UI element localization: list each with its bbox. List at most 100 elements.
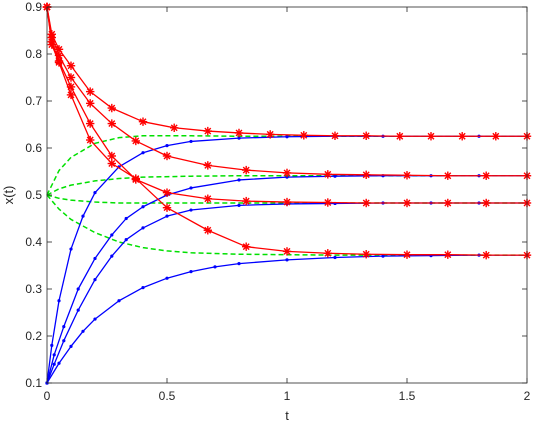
data-point	[162, 188, 172, 197]
data-point	[170, 123, 179, 132]
data-point	[285, 175, 289, 179]
y-tick-label: 0.8	[25, 47, 42, 61]
data-point	[426, 132, 436, 141]
data-point	[242, 196, 251, 206]
data-point	[362, 170, 371, 179]
data-point	[66, 73, 76, 82]
data-point	[141, 205, 145, 209]
data-point	[86, 87, 95, 96]
y-tick-label: 0.2	[25, 329, 42, 343]
data-point	[131, 174, 140, 183]
data-point	[282, 247, 292, 256]
data-point	[482, 198, 491, 208]
data-point	[110, 254, 114, 258]
data-point	[162, 203, 172, 212]
data-point	[242, 165, 251, 175]
data-point	[285, 135, 289, 139]
x-tick-label: 1.5	[399, 389, 416, 403]
data-point	[323, 198, 332, 207]
data-point	[482, 250, 491, 260]
data-point	[402, 250, 412, 259]
axes-layer: 0 0.5 1 1.5 2 0.1 0.2 0.3 0.4 0.5 0.6 0.7 0.8 0.9	[25, 0, 530, 403]
data-point	[203, 161, 212, 170]
data-point	[93, 191, 97, 195]
data-point	[333, 174, 337, 178]
data-point	[117, 299, 121, 303]
data-point	[69, 344, 73, 348]
y-tick-label: 0.4	[25, 235, 42, 249]
data-point	[86, 119, 95, 128]
series-5	[46, 135, 527, 196]
data-point	[66, 61, 76, 70]
data-point	[52, 353, 56, 357]
data-point	[57, 299, 61, 303]
data-point	[50, 343, 54, 347]
data-point	[47, 40, 56, 49]
data-point	[237, 178, 241, 182]
data-point	[141, 151, 145, 155]
data-point	[189, 208, 193, 212]
plot-area	[47, 7, 527, 383]
data-point	[165, 214, 169, 218]
data-point	[362, 250, 371, 259]
data-point	[323, 170, 332, 179]
data-point	[443, 198, 452, 208]
data-point	[93, 317, 97, 321]
data-point	[242, 242, 251, 251]
data-point	[203, 194, 212, 203]
data-point	[362, 198, 371, 208]
x-tick-label: 2	[524, 389, 531, 403]
x-tick-label: 0	[44, 389, 51, 403]
data-point	[62, 325, 66, 329]
data-point	[141, 226, 145, 230]
data-point	[237, 136, 241, 140]
series-3	[42, 2, 532, 208]
data-point	[282, 197, 292, 207]
data-point	[282, 168, 292, 178]
data-point	[285, 258, 289, 262]
data-point	[189, 186, 193, 190]
data-point	[57, 361, 61, 365]
series-line	[46, 135, 527, 196]
data-point	[138, 117, 148, 126]
data-point	[381, 254, 385, 258]
data-point	[86, 99, 95, 108]
data-point	[402, 171, 412, 180]
data-point	[93, 278, 97, 282]
y-tick-label: 0.5	[25, 188, 42, 202]
data-point	[189, 139, 193, 144]
data-point	[66, 90, 76, 100]
data-point	[395, 132, 404, 141]
data-point	[110, 233, 114, 237]
data-point	[237, 262, 241, 266]
data-point	[131, 136, 140, 146]
data-point	[213, 265, 217, 269]
data-point	[362, 131, 371, 140]
y-tick-label: 0.7	[25, 94, 42, 108]
data-point	[54, 58, 64, 67]
data-point	[491, 132, 500, 141]
data-point	[76, 308, 80, 312]
data-point	[62, 339, 66, 343]
data-point	[81, 214, 85, 218]
data-point	[81, 329, 85, 333]
data-point	[402, 198, 412, 208]
series-layer	[42, 2, 532, 385]
data-point	[189, 270, 193, 274]
data-point	[203, 226, 212, 235]
x-axis-label: t	[285, 408, 289, 423]
data-point	[69, 247, 73, 251]
y-axis-label: x(t)	[1, 186, 16, 205]
series-6	[46, 174, 527, 196]
data-point	[330, 131, 340, 140]
data-point	[234, 128, 244, 138]
data-point	[266, 130, 275, 139]
data-point	[93, 256, 97, 261]
data-point	[237, 203, 241, 207]
series-line	[46, 194, 527, 256]
data-point	[162, 151, 172, 161]
data-point	[107, 159, 116, 168]
data-point	[443, 250, 452, 259]
y-tick-label: 0.1	[25, 376, 42, 390]
y-tick-label: 0.6	[25, 141, 42, 155]
